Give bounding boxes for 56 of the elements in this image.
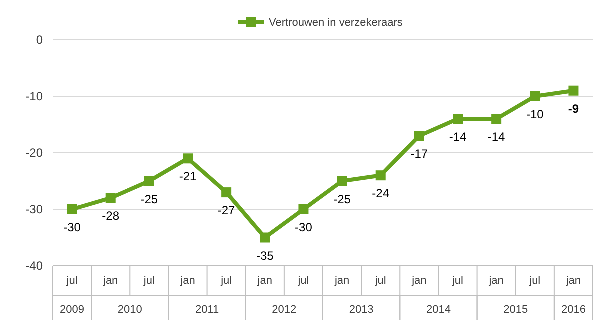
point <box>222 188 232 198</box>
x-tick-label: jul <box>451 275 464 287</box>
point <box>453 114 463 124</box>
x-tick-label: jan <box>411 275 427 287</box>
point <box>298 204 309 214</box>
x-tick-label: jul <box>297 275 310 287</box>
point <box>414 131 424 142</box>
x-tick-label: jan <box>565 275 582 287</box>
data-label: -14 <box>488 130 506 144</box>
x-tick-label: jul <box>220 275 232 287</box>
x-tick-label: jan <box>334 275 350 287</box>
data-label: -9 <box>568 102 580 116</box>
text: 2010 <box>118 304 142 316</box>
point <box>337 176 348 186</box>
x-tick-label: jul <box>374 275 386 287</box>
data-label: -21 <box>179 170 197 184</box>
point <box>530 92 540 102</box>
x-tick-label: jan <box>488 275 504 287</box>
data-label: -14 <box>449 130 467 144</box>
y-tick-label: -20 <box>26 146 44 160</box>
text: 2016 <box>561 304 586 316</box>
point <box>106 193 116 204</box>
data-label: -25 <box>140 192 158 206</box>
point <box>67 204 78 214</box>
x-tick-label: jan <box>180 275 196 287</box>
y-tick-label: 0 <box>36 33 44 48</box>
data-label: -27 <box>218 204 236 218</box>
text: 2009 <box>60 304 85 316</box>
text: 2011 <box>195 304 220 316</box>
x-tick-label: jul <box>142 275 155 287</box>
point <box>568 86 579 96</box>
data-label: -30 <box>64 220 82 234</box>
y-tick-label: -30 <box>26 202 44 217</box>
text: 2013 <box>349 304 374 316</box>
text: 2015 <box>504 304 528 316</box>
legend-label: Vertrouwen in verzekeraars <box>269 16 404 29</box>
x-tick-label: jan <box>256 275 272 287</box>
point <box>492 114 502 124</box>
data-label: -30 <box>295 220 313 234</box>
x-tick-label: jul <box>528 275 541 287</box>
point <box>144 176 154 186</box>
data-label: -35 <box>256 248 274 263</box>
x-tick-label: jan <box>102 275 118 287</box>
data-label: -24 <box>372 186 390 201</box>
text: 2012 <box>272 304 297 316</box>
data-label: -10 <box>526 108 544 122</box>
point <box>260 232 270 243</box>
x-tick-label: jul <box>66 275 78 287</box>
y-tick-label: -40 <box>26 259 44 274</box>
text: 2014 <box>426 304 451 316</box>
data-label: -28 <box>102 209 120 224</box>
data-label: -17 <box>410 147 428 162</box>
point <box>376 170 386 181</box>
point <box>183 154 193 164</box>
data-label: -25 <box>334 192 352 206</box>
y-tick-label: -10 <box>26 90 44 104</box>
